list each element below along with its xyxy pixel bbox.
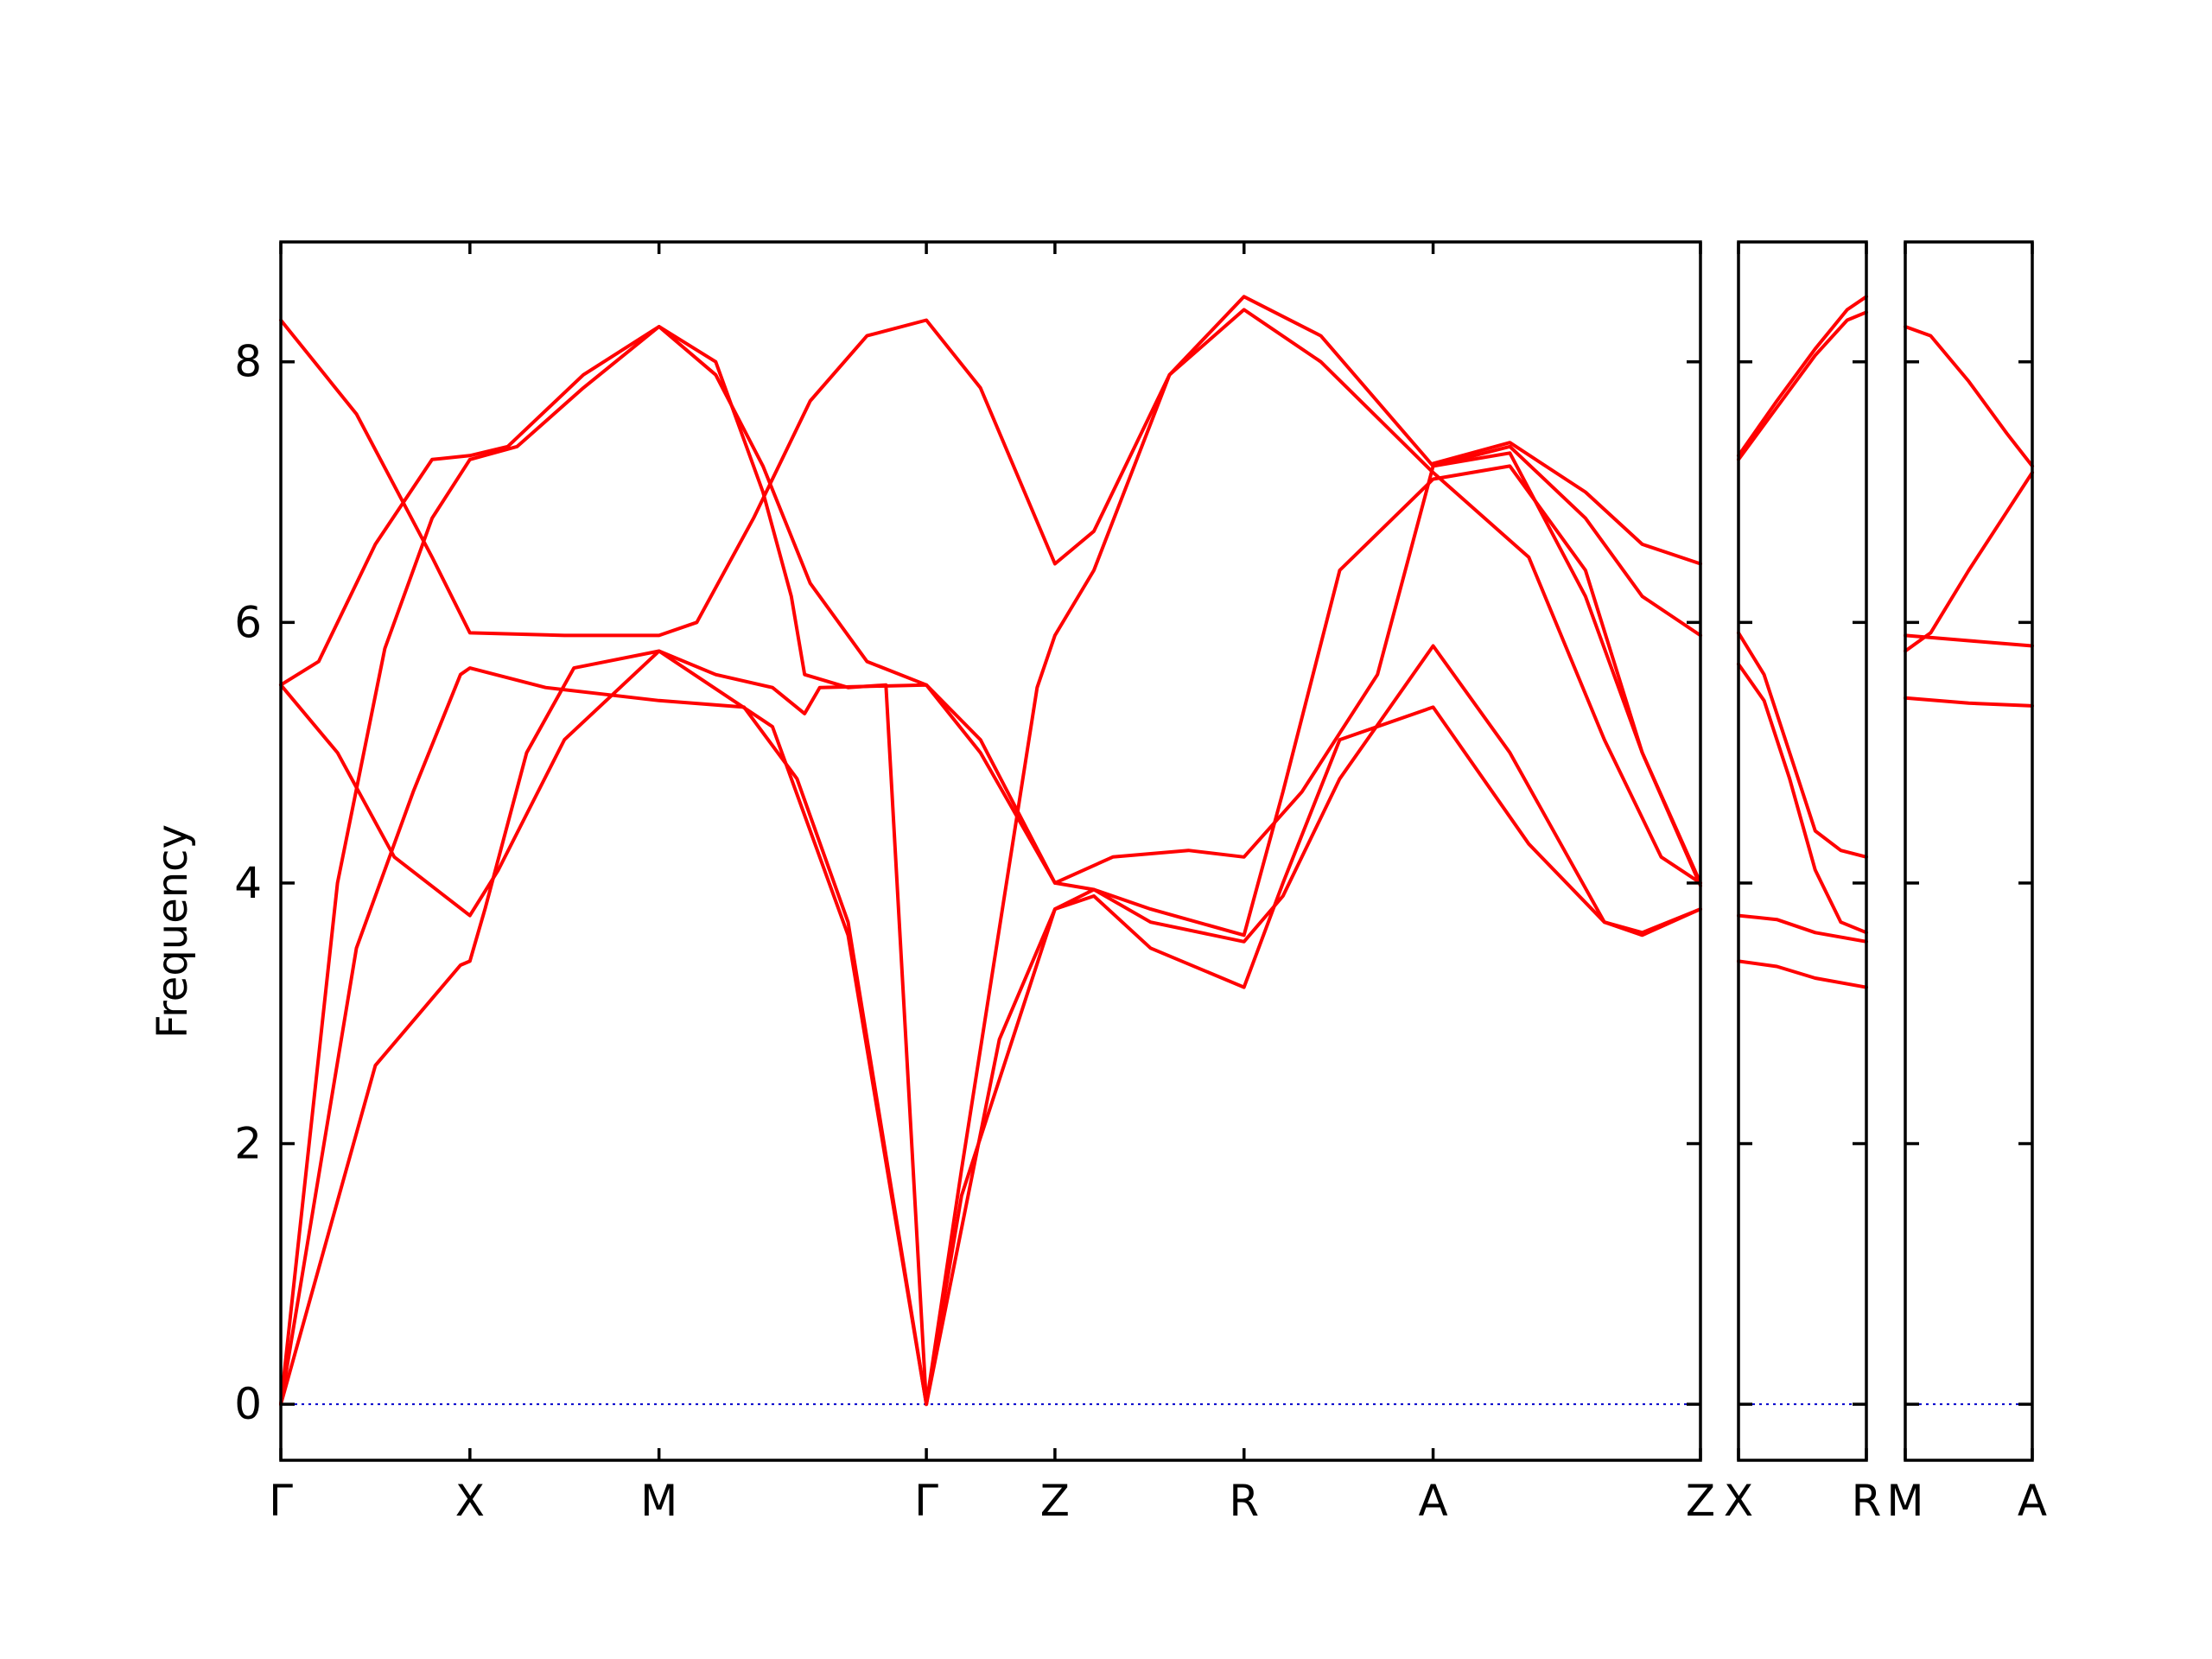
y-tick-label: 8 bbox=[234, 337, 262, 387]
x-tick-label: A bbox=[2018, 1476, 2047, 1526]
y-tick-label: 4 bbox=[234, 858, 262, 908]
x-tick-label: Z bbox=[1686, 1476, 1715, 1526]
x-tick-label: Γ bbox=[914, 1476, 938, 1526]
y-tick-label: 6 bbox=[234, 597, 262, 647]
band-2-5 bbox=[1737, 913, 1868, 944]
band-1-6 bbox=[279, 295, 1702, 638]
band-3-2 bbox=[1904, 470, 2034, 653]
band-3-4 bbox=[1904, 696, 2034, 708]
band-1-7 bbox=[1431, 441, 1702, 566]
plot-frame bbox=[1904, 240, 2034, 1462]
x-tick-label: X bbox=[455, 1476, 485, 1526]
plot-frame bbox=[279, 240, 1702, 1462]
band-3-1 bbox=[1904, 325, 2034, 468]
x-tick-label: M bbox=[640, 1476, 677, 1526]
band-2-3 bbox=[1737, 631, 1868, 859]
band-2-6 bbox=[1737, 959, 1868, 989]
plot-frame bbox=[1737, 240, 1868, 1462]
y-tick-label: 2 bbox=[234, 1119, 262, 1169]
y-tick-label: 0 bbox=[234, 1379, 262, 1429]
x-tick-label: Γ bbox=[269, 1476, 293, 1526]
x-tick-label: M bbox=[1886, 1476, 1923, 1526]
x-tick-label: A bbox=[1418, 1476, 1447, 1526]
band-panel-1: Γ X M Γ Z R A Z 0 2 4 6 8 bbox=[234, 240, 1715, 1526]
band-2-2 bbox=[1737, 310, 1868, 461]
band-2-1 bbox=[1737, 295, 1868, 458]
band-1-1 bbox=[279, 649, 1702, 1407]
y-axis-label: Frequency bbox=[149, 824, 197, 1039]
x-tick-label: R bbox=[1229, 1476, 1259, 1526]
band-1-2 bbox=[279, 644, 1702, 1407]
x-tick-label: X bbox=[1724, 1476, 1753, 1526]
band-2-4 bbox=[1737, 662, 1868, 935]
band-3-3 bbox=[1904, 633, 2034, 648]
band-1-4 bbox=[279, 325, 1702, 938]
x-tick-label: R bbox=[1852, 1476, 1882, 1526]
x-tick-label: Z bbox=[1040, 1476, 1070, 1526]
band-1-3 bbox=[279, 308, 1702, 1407]
